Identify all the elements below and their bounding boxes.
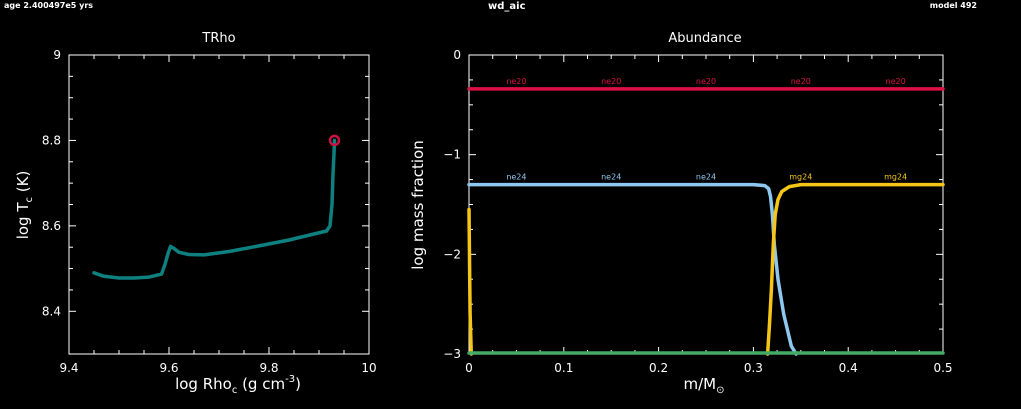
xtick-label: 0 [465, 361, 473, 375]
abundance-title: Abundance [668, 31, 741, 46]
xtick-label: 9.6 [159, 361, 178, 375]
xtick-label: 0.3 [744, 361, 763, 375]
series-line-ne24 [467, 182, 798, 356]
trho-series [92, 134, 341, 280]
ytick-label: −2 [443, 247, 461, 261]
trho-frame [68, 54, 370, 355]
model-number: model 492 [929, 1, 977, 10]
xtick-label: 0.5 [933, 361, 952, 375]
ytick-label: 8.8 [42, 133, 61, 147]
xtick-label: 0.1 [554, 361, 573, 375]
ytick-label: 9 [53, 48, 61, 62]
trho-ylabel: log Tc (K) [14, 171, 35, 240]
abundance-xtick-labels: 0 0.1 0.2 0.3 0.4 0.5 [465, 361, 952, 375]
xtick-label: 0.2 [649, 361, 668, 375]
series-label-ne24: ne24 [601, 173, 621, 182]
series-line-mg24 [765, 182, 945, 356]
ytick-label: 8.4 [42, 304, 61, 318]
trho-ytick-labels: 8.4 8.6 8.8 9 [42, 48, 61, 318]
xtick-label: 10 [361, 361, 376, 375]
trho-xtick-labels: 9.4 9.6 9.8 10 [59, 361, 376, 375]
abundance-frame [468, 54, 944, 355]
abundance-ylabel: log mass fraction [409, 140, 427, 269]
series-line-s3 [467, 207, 474, 356]
series-label-ne20: ne20 [696, 77, 716, 86]
trho-plot: TRho 9.4 9.6 9.8 10 8.4 8.6 8.8 9 log Rhoc (g … [14, 31, 377, 396]
current-point-marker [328, 134, 341, 147]
abundance-plot: Abundance 0 0.1 0.2 0.3 0.4 0.5 0−1−2−3 ne20 n… [409, 31, 953, 396]
trho-title: TRho [201, 31, 235, 46]
series-label-mg24: mg24 [884, 173, 907, 182]
xtick-label: 9.8 [259, 361, 278, 375]
age-readout: age 2.400497e5 yrs [4, 1, 94, 10]
series-line-s0 [92, 138, 337, 280]
abundance-ticks [468, 54, 944, 355]
ytick-label: −1 [443, 148, 461, 162]
series-label-ne20: ne20 [506, 77, 526, 86]
run-name: wd_aic [488, 1, 526, 12]
abundance-line-labels: ne20 ne20 ne20 ne20 ne20 ne24 ne24 ne24 mg24 mg24 [506, 77, 907, 182]
series-label-mg24: mg24 [789, 173, 812, 182]
xtick-label: 0.4 [839, 361, 858, 375]
trho-xlabel: log Rhoc (g cm-3) [175, 374, 301, 396]
abundance-series [467, 87, 945, 356]
series-label-ne24: ne24 [696, 173, 716, 182]
ytick-label: 8.6 [42, 219, 61, 233]
trho-ticks [68, 54, 370, 354]
series-label-ne20: ne20 [886, 77, 906, 86]
series-label-ne20: ne20 [601, 77, 621, 86]
abundance-ytick-labels: 0 −1 −2 −3 [443, 48, 461, 361]
series-label-ne24: ne24 [506, 173, 526, 182]
series-label-ne20: ne20 [791, 77, 811, 86]
xtick-label: 9.4 [59, 361, 78, 375]
ytick-label: −3 [443, 347, 461, 361]
ytick-label: 0 [453, 48, 461, 62]
abundance-xlabel: m/M⊙ [684, 375, 725, 396]
